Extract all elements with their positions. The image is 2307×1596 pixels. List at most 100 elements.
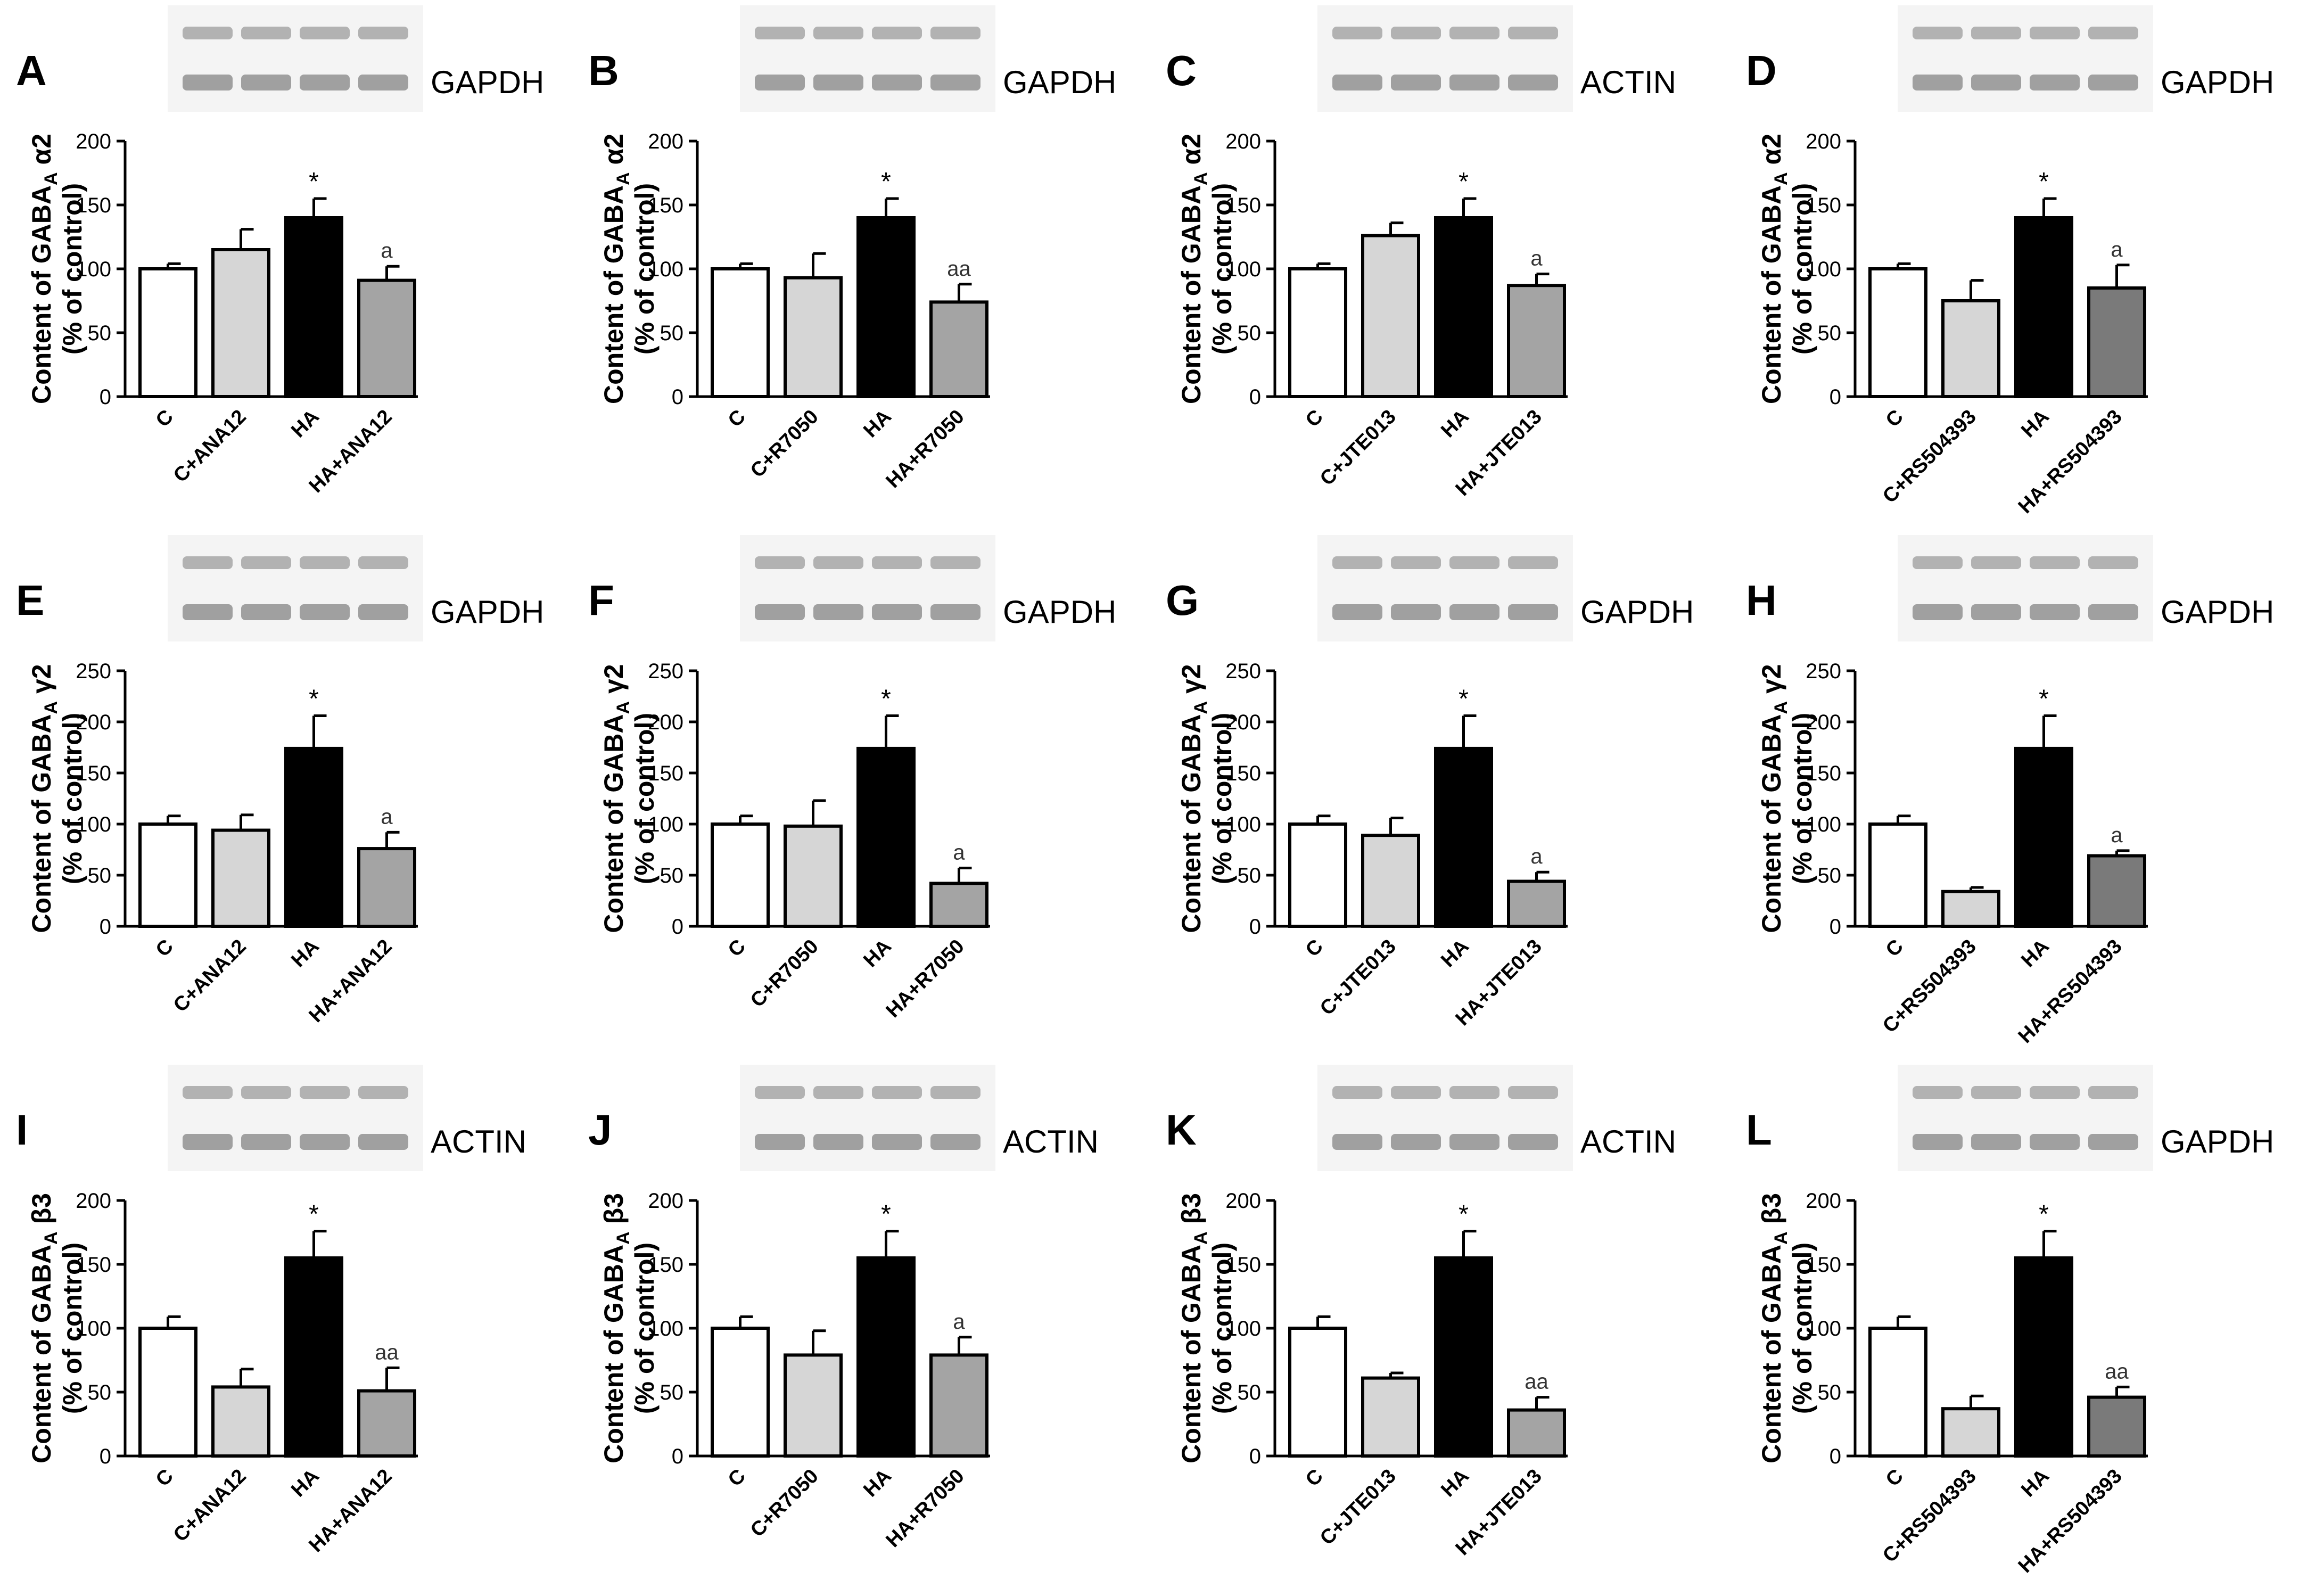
y-axis-title-tail: γ2 bbox=[1757, 664, 1786, 701]
loading-control-label: GAPDH bbox=[2161, 594, 2274, 630]
y-tick-label: 0 bbox=[1830, 915, 1841, 939]
panel-E: E GAPDH 0 50 100 150 200 250 Content of GABAA γ2… bbox=[16, 535, 544, 1027]
bar-C bbox=[1868, 1327, 1927, 1458]
y-axis-title-tail: β3 bbox=[1176, 1193, 1206, 1231]
y-axis-title-sub: A bbox=[1771, 1231, 1791, 1245]
y-axis-title: Content of GABAA β3 bbox=[1757, 1193, 1791, 1463]
y-axis-title-line2: (% of control) bbox=[1787, 1243, 1817, 1414]
blot-band bbox=[872, 75, 922, 91]
bar-C+R7050 bbox=[784, 276, 843, 398]
panel-F: F GAPDH 0 50 100 150 200 250 Content of GABAA γ2… bbox=[588, 535, 1116, 1022]
x-category-label: C bbox=[1301, 406, 1328, 432]
y-tick-label: 200 bbox=[1225, 130, 1261, 153]
y-tick-label: 100 bbox=[76, 813, 111, 836]
blot-band bbox=[183, 604, 233, 620]
blot-band bbox=[930, 556, 981, 569]
y-tick-label: 200 bbox=[1806, 1189, 1841, 1213]
y-tick-label: 50 bbox=[660, 1381, 684, 1404]
bar-HA+RS504393 bbox=[2087, 1395, 2146, 1458]
bar-HA bbox=[284, 1256, 343, 1458]
y-tick-label: 50 bbox=[1238, 1381, 1262, 1404]
blot-band bbox=[300, 556, 350, 569]
blot-band bbox=[813, 1086, 863, 1099]
significance-label: a bbox=[1530, 845, 1543, 868]
loading-control-label: ACTIN bbox=[431, 1124, 526, 1159]
y-axis-title-main: Content of GABA bbox=[599, 185, 629, 404]
y-tick-label: 0 bbox=[1830, 385, 1841, 409]
y-tick-label: 50 bbox=[1818, 1381, 1842, 1404]
blot-band bbox=[930, 1134, 981, 1150]
bar-C bbox=[1288, 822, 1347, 928]
blot-band bbox=[1913, 27, 1963, 39]
bar-C bbox=[1868, 822, 1927, 928]
blot-band bbox=[300, 1086, 350, 1099]
panel-letter: E bbox=[16, 577, 44, 624]
y-axis-title: Content of GABAA γ2 bbox=[1176, 664, 1211, 933]
y-tick-label: 150 bbox=[648, 194, 683, 217]
blot-band bbox=[1391, 75, 1441, 91]
blot-band bbox=[1391, 604, 1441, 620]
y-tick-label: 100 bbox=[76, 258, 111, 281]
blot-band bbox=[1449, 75, 1499, 91]
x-category-label: C+JTE013 bbox=[1316, 1465, 1400, 1550]
y-axis-title-line2: (% of control) bbox=[1207, 183, 1237, 355]
blot-band bbox=[183, 1134, 233, 1150]
blot-band bbox=[755, 75, 805, 91]
panel-letter: H bbox=[1746, 577, 1777, 624]
blot-band bbox=[1971, 27, 2021, 39]
blot-band bbox=[930, 27, 981, 39]
y-axis-title: Content of GABAA α2 bbox=[1757, 134, 1791, 404]
y-axis-title-tail: α2 bbox=[1757, 134, 1786, 172]
y-tick-label: 200 bbox=[1225, 711, 1261, 734]
blot-image-E bbox=[168, 535, 423, 641]
y-axis-title-tail: β3 bbox=[27, 1193, 56, 1231]
y-tick-label: 50 bbox=[1238, 864, 1262, 887]
x-category-label: HA bbox=[859, 1465, 896, 1502]
blot-band bbox=[1332, 604, 1382, 620]
x-category-label: C+ANA12 bbox=[169, 406, 251, 487]
y-tick-label: 50 bbox=[88, 322, 112, 345]
blot-image-L bbox=[1898, 1065, 2153, 1171]
y-axis-title-sub: A bbox=[41, 172, 61, 185]
blot-band bbox=[2030, 1134, 2080, 1150]
x-category-label: C bbox=[152, 406, 178, 432]
y-tick-label: 150 bbox=[1806, 1253, 1841, 1277]
blot-image-D bbox=[1898, 5, 2153, 112]
blot-band bbox=[1508, 75, 1558, 91]
y-axis-title: Content of GABAA γ2 bbox=[27, 664, 61, 933]
y-tick-label: 150 bbox=[76, 762, 111, 785]
loading-control-label: ACTIN bbox=[1003, 1124, 1099, 1159]
significance-label: * bbox=[309, 168, 319, 196]
x-category-label: C+ANA12 bbox=[169, 935, 251, 1017]
significance-label: * bbox=[309, 685, 319, 713]
blot-band bbox=[1971, 604, 2021, 620]
blot-band bbox=[813, 556, 863, 569]
blot-band bbox=[1449, 604, 1499, 620]
blot-band bbox=[358, 75, 408, 91]
y-axis-title-main: Content of GABA bbox=[1176, 1245, 1206, 1463]
blot-band bbox=[241, 27, 291, 39]
loading-control-label: GAPDH bbox=[1003, 594, 1116, 630]
x-category-label: C bbox=[724, 1465, 750, 1491]
blot-band bbox=[2088, 1134, 2138, 1150]
y-axis-title: Content of GABAA γ2 bbox=[1757, 664, 1791, 933]
y-axis-title-line2: (% of control) bbox=[1787, 183, 1817, 355]
blot-image-B bbox=[740, 5, 995, 112]
y-tick-label: 100 bbox=[648, 813, 683, 836]
y-axis-title-sub: A bbox=[1191, 701, 1211, 714]
bar-C+ANA12 bbox=[211, 828, 270, 928]
y-tick-label: 0 bbox=[1249, 915, 1261, 939]
blot-band bbox=[813, 75, 863, 91]
y-tick-label: 200 bbox=[648, 711, 683, 734]
blot-band bbox=[2030, 75, 2080, 91]
significance-label: * bbox=[2039, 168, 2049, 196]
bar-C bbox=[1288, 267, 1347, 398]
significance-label: a bbox=[1530, 247, 1543, 270]
y-axis-title-sub: A bbox=[1191, 1231, 1211, 1245]
blot-band bbox=[241, 1086, 291, 1099]
blot-band bbox=[1971, 556, 2021, 569]
blot-band bbox=[2088, 27, 2138, 39]
y-axis-title-sub: A bbox=[1771, 172, 1791, 185]
panel-letter: D bbox=[1746, 47, 1777, 94]
y-tick-label: 100 bbox=[648, 258, 683, 281]
